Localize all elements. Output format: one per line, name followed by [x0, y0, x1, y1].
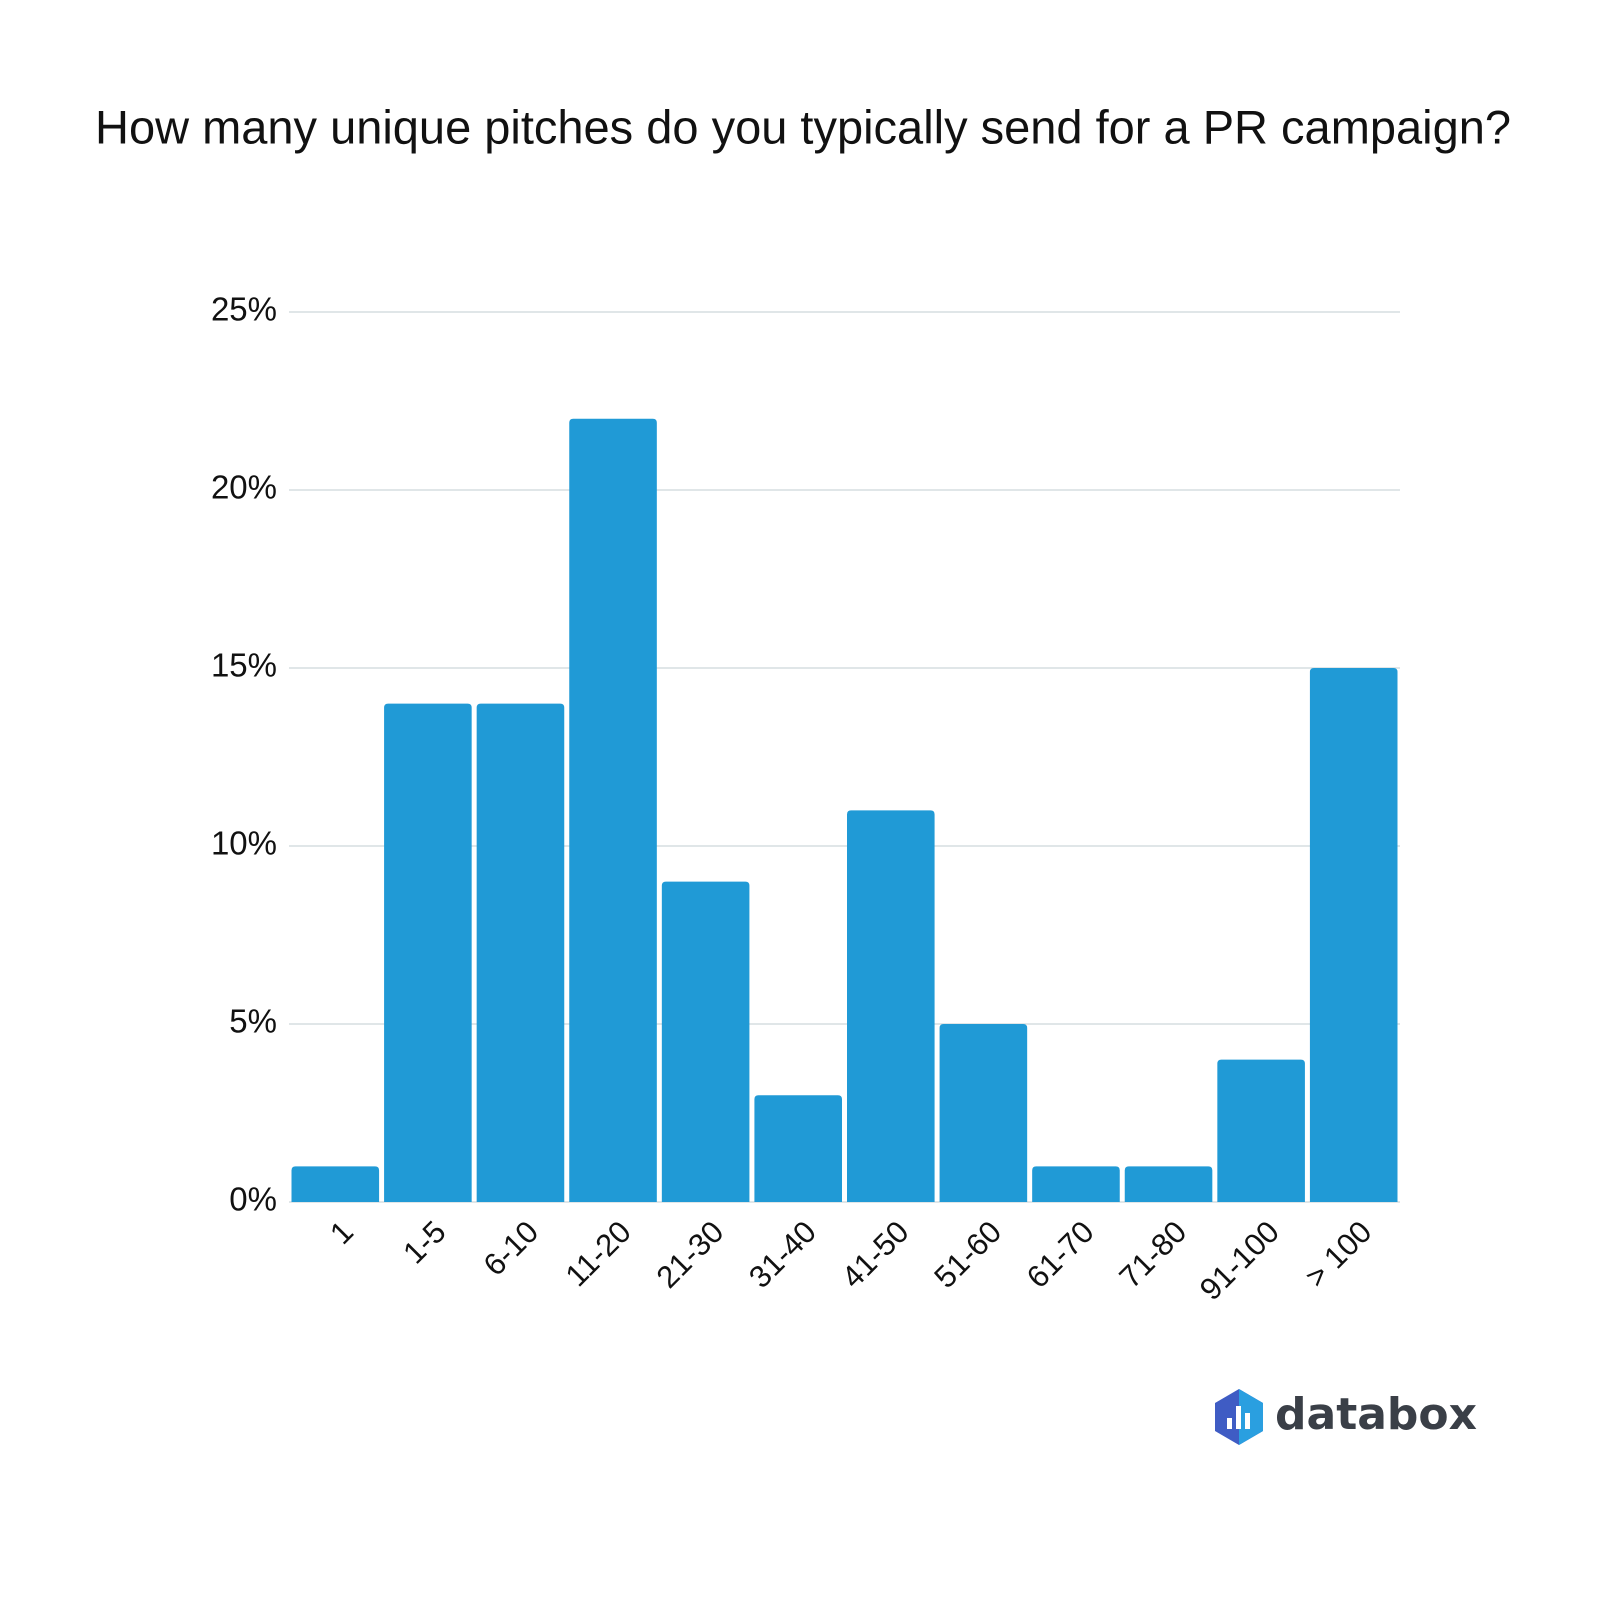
x-tick-label: 11-20: [559, 1214, 638, 1293]
bar: [476, 703, 565, 1202]
x-tick-label: > 100: [1298, 1214, 1378, 1294]
x-tick-label: 21-30: [650, 1214, 731, 1295]
y-tick-label: 25%: [211, 291, 277, 328]
y-tick-label: 15%: [211, 647, 277, 684]
y-tick-label: 0%: [229, 1181, 277, 1218]
x-tick-label: 6-10: [477, 1214, 546, 1283]
x-tick-label: 51-60: [927, 1214, 1008, 1295]
x-tick-label: 61-70: [1020, 1214, 1101, 1295]
logo-bar: [1245, 1413, 1250, 1429]
chart-title: How many unique pitches do you typically…: [95, 100, 1511, 153]
x-tick-label: 1: [323, 1214, 360, 1251]
x-tick-label: 71-80: [1112, 1214, 1193, 1295]
y-tick-label: 5%: [229, 1003, 277, 1040]
bar: [847, 810, 935, 1202]
bar: [569, 418, 657, 1202]
bar: [1217, 1059, 1305, 1202]
y-tick-label: 10%: [211, 825, 277, 862]
bar: [661, 881, 750, 1202]
x-tick-label: 31-40: [742, 1214, 823, 1295]
x-tick-label: 41-50: [835, 1214, 916, 1295]
bar: [1309, 668, 1398, 1202]
bar: [291, 1166, 380, 1202]
logo-icon-shade: [1239, 1389, 1263, 1445]
logo-bar: [1236, 1406, 1241, 1429]
bar: [754, 1095, 842, 1202]
bar: [1124, 1166, 1213, 1202]
logo: databox: [1215, 1389, 1477, 1445]
y-tick-label: 20%: [211, 469, 277, 506]
logo-text: databox: [1275, 1389, 1477, 1440]
x-tick-label: 91-100: [1193, 1214, 1286, 1307]
logo-bar: [1227, 1418, 1232, 1429]
bar: [939, 1024, 1028, 1202]
bar: [1032, 1166, 1120, 1202]
bar: [384, 703, 472, 1202]
x-tick-label: 1-5: [396, 1214, 452, 1270]
